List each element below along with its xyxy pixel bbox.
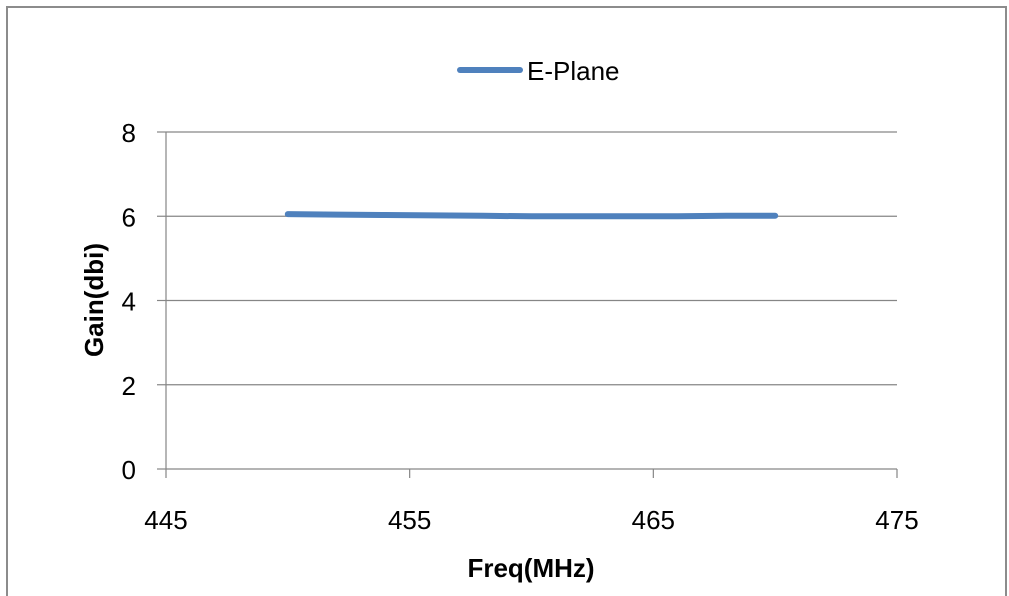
chart-frame <box>6 6 1007 596</box>
y-tick-label: 8 <box>122 118 136 148</box>
y-tick-label: 6 <box>122 202 136 232</box>
y-tick-label: 0 <box>122 455 136 485</box>
legend: E-Plane <box>457 56 620 86</box>
x-tick-labels: 445 455 465 475 <box>144 505 918 535</box>
axes <box>157 131 898 478</box>
x-tick-label: 475 <box>875 505 918 535</box>
plot-area <box>284 211 779 220</box>
legend-label: E-Plane <box>527 56 620 86</box>
y-tick-label: 2 <box>122 371 136 401</box>
x-tick-label: 465 <box>632 505 675 535</box>
x-tick-label: 445 <box>144 505 187 535</box>
series-line-0 <box>284 211 779 220</box>
x-axis-label: Freq(MHz) <box>467 553 594 583</box>
x-tick-label: 455 <box>388 505 431 535</box>
y-tick-labels: 0 2 4 6 8 <box>122 118 136 485</box>
gridlines <box>166 131 897 386</box>
y-tick-label: 4 <box>122 287 136 317</box>
y-axis-label: Gain(dbi) <box>79 243 109 357</box>
